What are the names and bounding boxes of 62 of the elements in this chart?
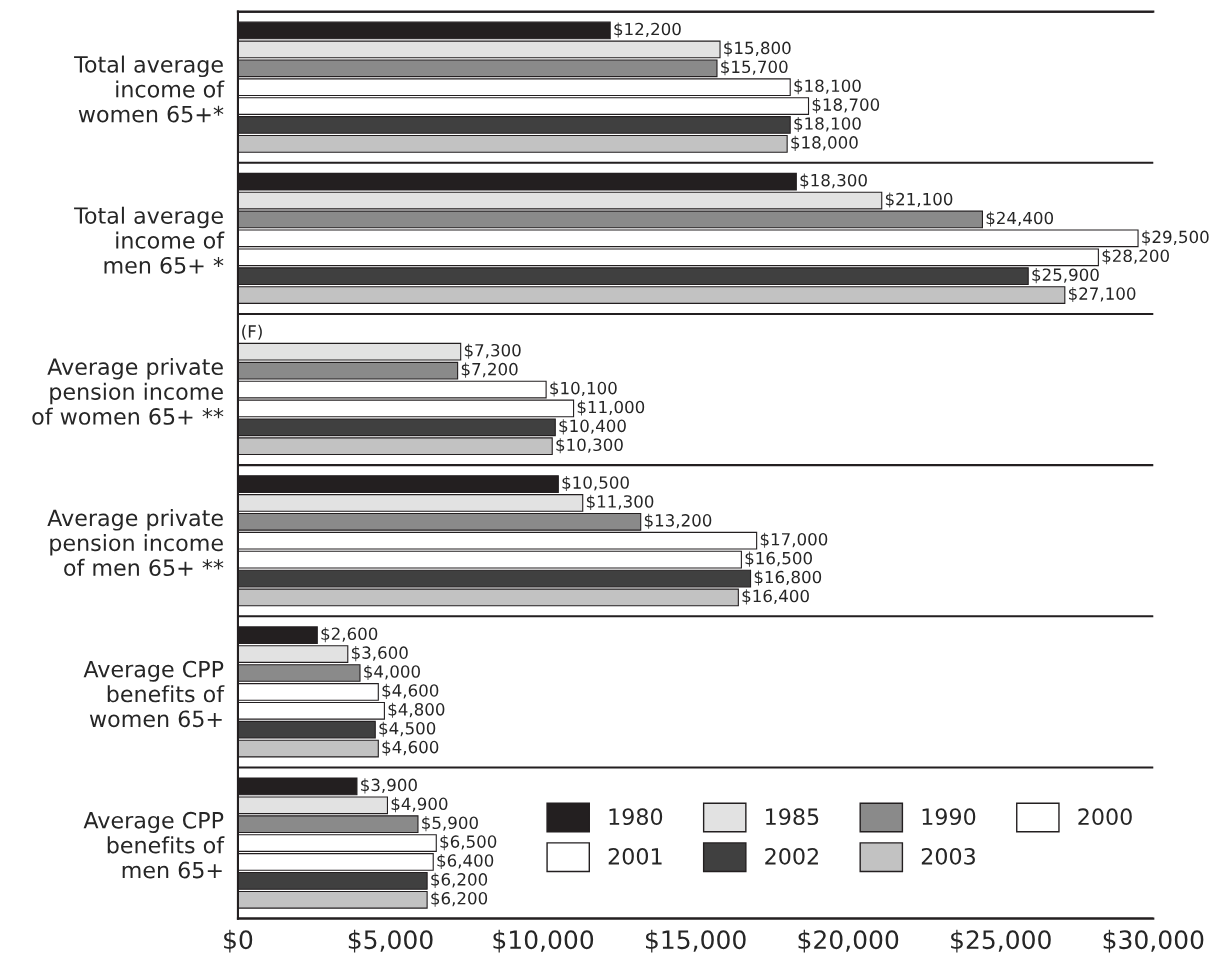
data-label: $10,100 [550,381,617,397]
legend-label: 1980 [609,808,663,826]
x-tick-label: $25,000 [951,929,1051,953]
x-tick-label: $10,000 [493,929,594,953]
data-label: $16,400 [742,589,809,605]
data-label: $10,400 [559,419,626,435]
legend-label: 2003 [921,847,975,865]
y-tick-label: Average CPP benefits of men 65+ [83,811,225,879]
y-tick-label: Total average income of women 65+* [74,55,225,123]
data-label: $18,300 [800,173,867,189]
data-label: $6,500 [440,835,497,851]
data-label: $16,500 [745,551,812,567]
data-label: $24,400 [986,211,1054,227]
data-label: $11,000 [577,400,645,416]
y-tick-label: Total average income of men 65+ * [74,206,225,274]
data-label: $15,800 [724,41,791,57]
data-label: $16,800 [754,570,822,586]
data-label: $6,200 [431,872,488,888]
data-label: $18,100 [794,79,861,95]
y-tick-label: Average private pension income of men 65+ ** [47,509,224,577]
data-label: $11,300 [586,494,654,510]
data-label: $15,700 [721,60,788,76]
data-label: $7,200 [461,362,518,378]
x-tick-label: $30,000 [1103,929,1204,953]
data-label: $28,200 [1102,249,1169,265]
legend-label: 2000 [1078,808,1132,826]
data-label: $25,900 [1032,268,1099,284]
data-label: $6,200 [431,891,488,907]
legend-label: 2002 [765,847,818,865]
data-label: $4,000 [364,664,420,681]
data-label: $5,900 [422,816,478,832]
data-label: $10,300 [556,438,623,454]
data-label: $4,900 [391,797,448,813]
data-label: $21,100 [885,192,953,208]
data-label: $4,600 [382,740,439,756]
data-label: $6,400 [437,853,494,870]
data-label: $3,600 [351,646,408,662]
data-label: $3,900 [361,778,417,794]
text: (F) [242,324,262,340]
data-label: $13,200 [644,513,712,529]
x-tick-label: $5,000 [348,929,433,953]
data-label: $27,100 [1068,286,1136,303]
data-label: $12,200 [614,22,681,38]
data-label: $18,700 [812,98,880,114]
legend-label: 1985 [766,808,819,826]
y-tick-label: Average CPP benefits of women 65+ [83,660,225,728]
y-tick-label: Average private pension income of women 65+ ** [32,357,224,425]
legend-label: 1990 [922,808,976,826]
data-label: $7,300 [464,343,521,359]
data-label: $10,500 [562,475,629,492]
data-label: $4,600 [382,683,439,699]
x-tick-label: $15,000 [646,929,746,953]
data-label: $29,500 [1142,230,1209,246]
data-label: $18,000 [791,135,858,151]
data-label: $2,600 [321,627,378,643]
x-tick-label: $0 [224,929,253,953]
data-label: $17,000 [760,532,828,548]
legend-label: 2001 [608,847,662,865]
data-label: $4,500 [379,721,436,737]
data-label: $18,100 [794,116,861,133]
data-label: $4,800 [388,702,445,718]
x-tick-label: $20,000 [798,929,899,953]
